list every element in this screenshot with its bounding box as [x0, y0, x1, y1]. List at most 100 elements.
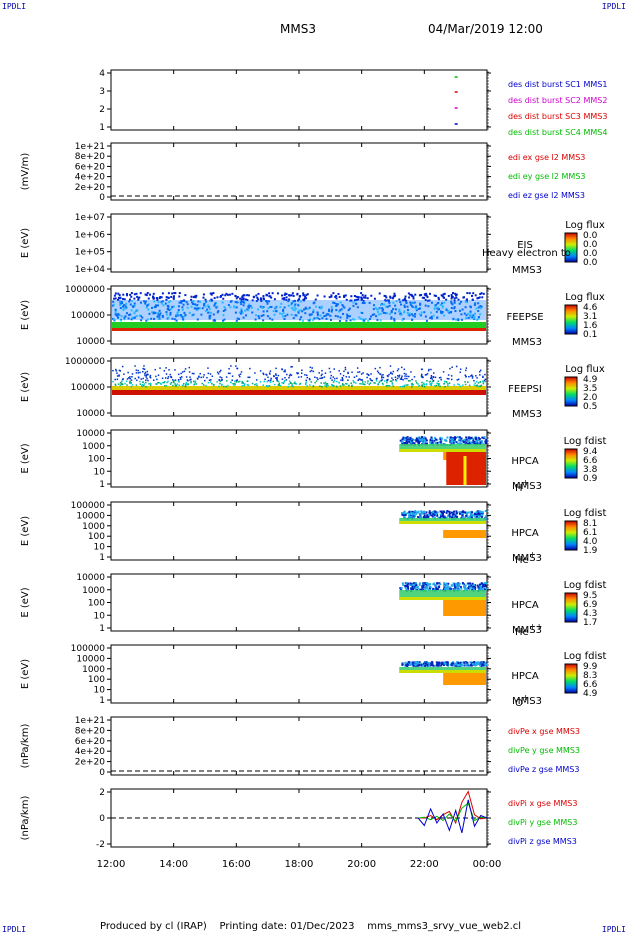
spectrogram-cell	[399, 313, 402, 316]
spectrogram-cell	[158, 314, 161, 317]
spectrogram-cell	[436, 662, 439, 665]
spectrogram-cell	[219, 371, 221, 373]
spectrogram-cell	[282, 312, 285, 315]
footer-line: Produced by cl (IRAP) Printing date: 01/…	[100, 921, 521, 932]
spectrogram-cell	[324, 384, 326, 386]
spectrogram-cell	[398, 310, 401, 313]
spectrogram-cell	[414, 305, 417, 308]
colorbar-tick-label: 6.1	[583, 528, 597, 538]
spectrogram-cell	[254, 318, 257, 321]
spectrogram-cell	[438, 582, 441, 585]
spectrogram-cell	[463, 438, 466, 441]
spectrogram-cell	[470, 516, 473, 519]
spectrogram-cell	[314, 381, 316, 384]
panel8-ytick-label: 1000	[82, 665, 105, 675]
spectrogram-cell	[283, 380, 286, 382]
spectrogram-cell	[412, 314, 415, 317]
spectrogram-cell	[329, 371, 332, 373]
spectrogram-cell	[283, 381, 285, 383]
spectrogram-cell	[445, 516, 448, 519]
spectrogram-cell	[485, 663, 488, 666]
spectrogram-cell	[238, 375, 241, 378]
spectrogram-cell	[212, 384, 215, 387]
spectrogram-cell	[484, 510, 487, 513]
spectrogram-cell	[158, 309, 161, 312]
spectrogram-cell	[243, 301, 246, 304]
spectrogram-cell	[133, 302, 136, 305]
spectrogram-cell	[481, 586, 484, 589]
spectrogram-cell	[347, 372, 349, 375]
spectrogram-cell	[268, 317, 271, 320]
spectrogram-cell	[235, 319, 238, 322]
spectrogram-cell	[481, 441, 484, 444]
spectrogram-cell	[455, 293, 458, 296]
spectrogram-cell	[256, 296, 259, 299]
spectrogram-cell	[194, 380, 197, 382]
spectrogram-cell	[410, 313, 413, 316]
spectrogram-cell	[318, 306, 321, 309]
spectrogram-cell	[339, 301, 342, 304]
spectrogram-cell	[450, 511, 453, 514]
spectrogram-cell	[452, 512, 455, 515]
spectrogram-cell	[299, 318, 302, 321]
spectrogram-cell	[442, 293, 445, 296]
colorbar-title: Log fdist	[564, 508, 607, 519]
spectrogram-cell	[310, 369, 313, 372]
spectrogram-cell	[223, 318, 226, 321]
spectrogram-cell	[415, 512, 418, 515]
colorbar	[564, 304, 578, 335]
spectrogram-cell	[137, 369, 139, 372]
spectrogram-cell	[149, 376, 151, 378]
spectrogram-cell	[349, 299, 352, 302]
corner-label-left: IPDLI	[2, 2, 27, 11]
spectrogram-cell	[405, 299, 408, 302]
spectrogram-cell	[190, 298, 193, 301]
spectrogram-cell	[370, 315, 373, 318]
spectrogram-cell	[411, 512, 414, 515]
spectrogram-cell	[424, 292, 427, 295]
spectrogram-cell	[195, 383, 198, 385]
spectrogram-cell	[401, 385, 404, 388]
panel7-ytick-label: 10000	[76, 573, 105, 583]
spectrogram-cell	[386, 305, 389, 308]
spectrogram-cell	[355, 382, 357, 384]
spectrogram-cell	[367, 319, 370, 322]
spectrogram-cell	[239, 297, 242, 300]
spectrogram-cell	[406, 664, 409, 667]
spectrogram-cell	[478, 515, 481, 518]
spectrogram-cell	[447, 385, 449, 387]
spectrogram-cell	[417, 383, 419, 385]
spectrogram-cell	[339, 316, 342, 319]
spectrogram-cell	[484, 515, 487, 518]
spectrogram-cell	[219, 296, 222, 299]
spectrogram-cell	[177, 373, 180, 376]
spectrogram-cell	[113, 319, 116, 322]
colorbar-tick-label: 0.5	[583, 402, 597, 412]
spectrogram-cell	[163, 381, 165, 384]
spectrogram-cell	[126, 292, 129, 295]
spectrogram-cell	[134, 365, 136, 367]
spectrogram-cell	[436, 438, 439, 441]
spectrogram-cell	[128, 314, 131, 317]
spectrogram-cell	[389, 295, 392, 298]
spectrogram-cell	[364, 318, 367, 321]
spectrogram-cell	[401, 513, 404, 516]
spectrogram-cell	[478, 510, 481, 513]
spectrogram-cell	[301, 372, 303, 374]
spectrogram-cell	[432, 583, 435, 586]
colorbar-tick-label: 0.0	[583, 231, 598, 241]
spectrogram-cell	[328, 296, 331, 299]
spectrogram-cell	[484, 585, 487, 588]
spectrogram-cell	[407, 292, 410, 295]
spectrogram-cell	[303, 297, 306, 300]
spectrogram-cell	[317, 378, 319, 381]
spectrogram-cell	[144, 373, 146, 375]
spectrogram-cell	[419, 307, 422, 310]
spectrogram-cell	[112, 369, 114, 372]
spectrogram-cell	[438, 376, 441, 379]
spectrogram-cell	[423, 515, 426, 518]
spectrogram-cell	[426, 514, 429, 517]
spectrogram-cell	[129, 298, 132, 301]
spectrogram-cell	[316, 313, 319, 316]
